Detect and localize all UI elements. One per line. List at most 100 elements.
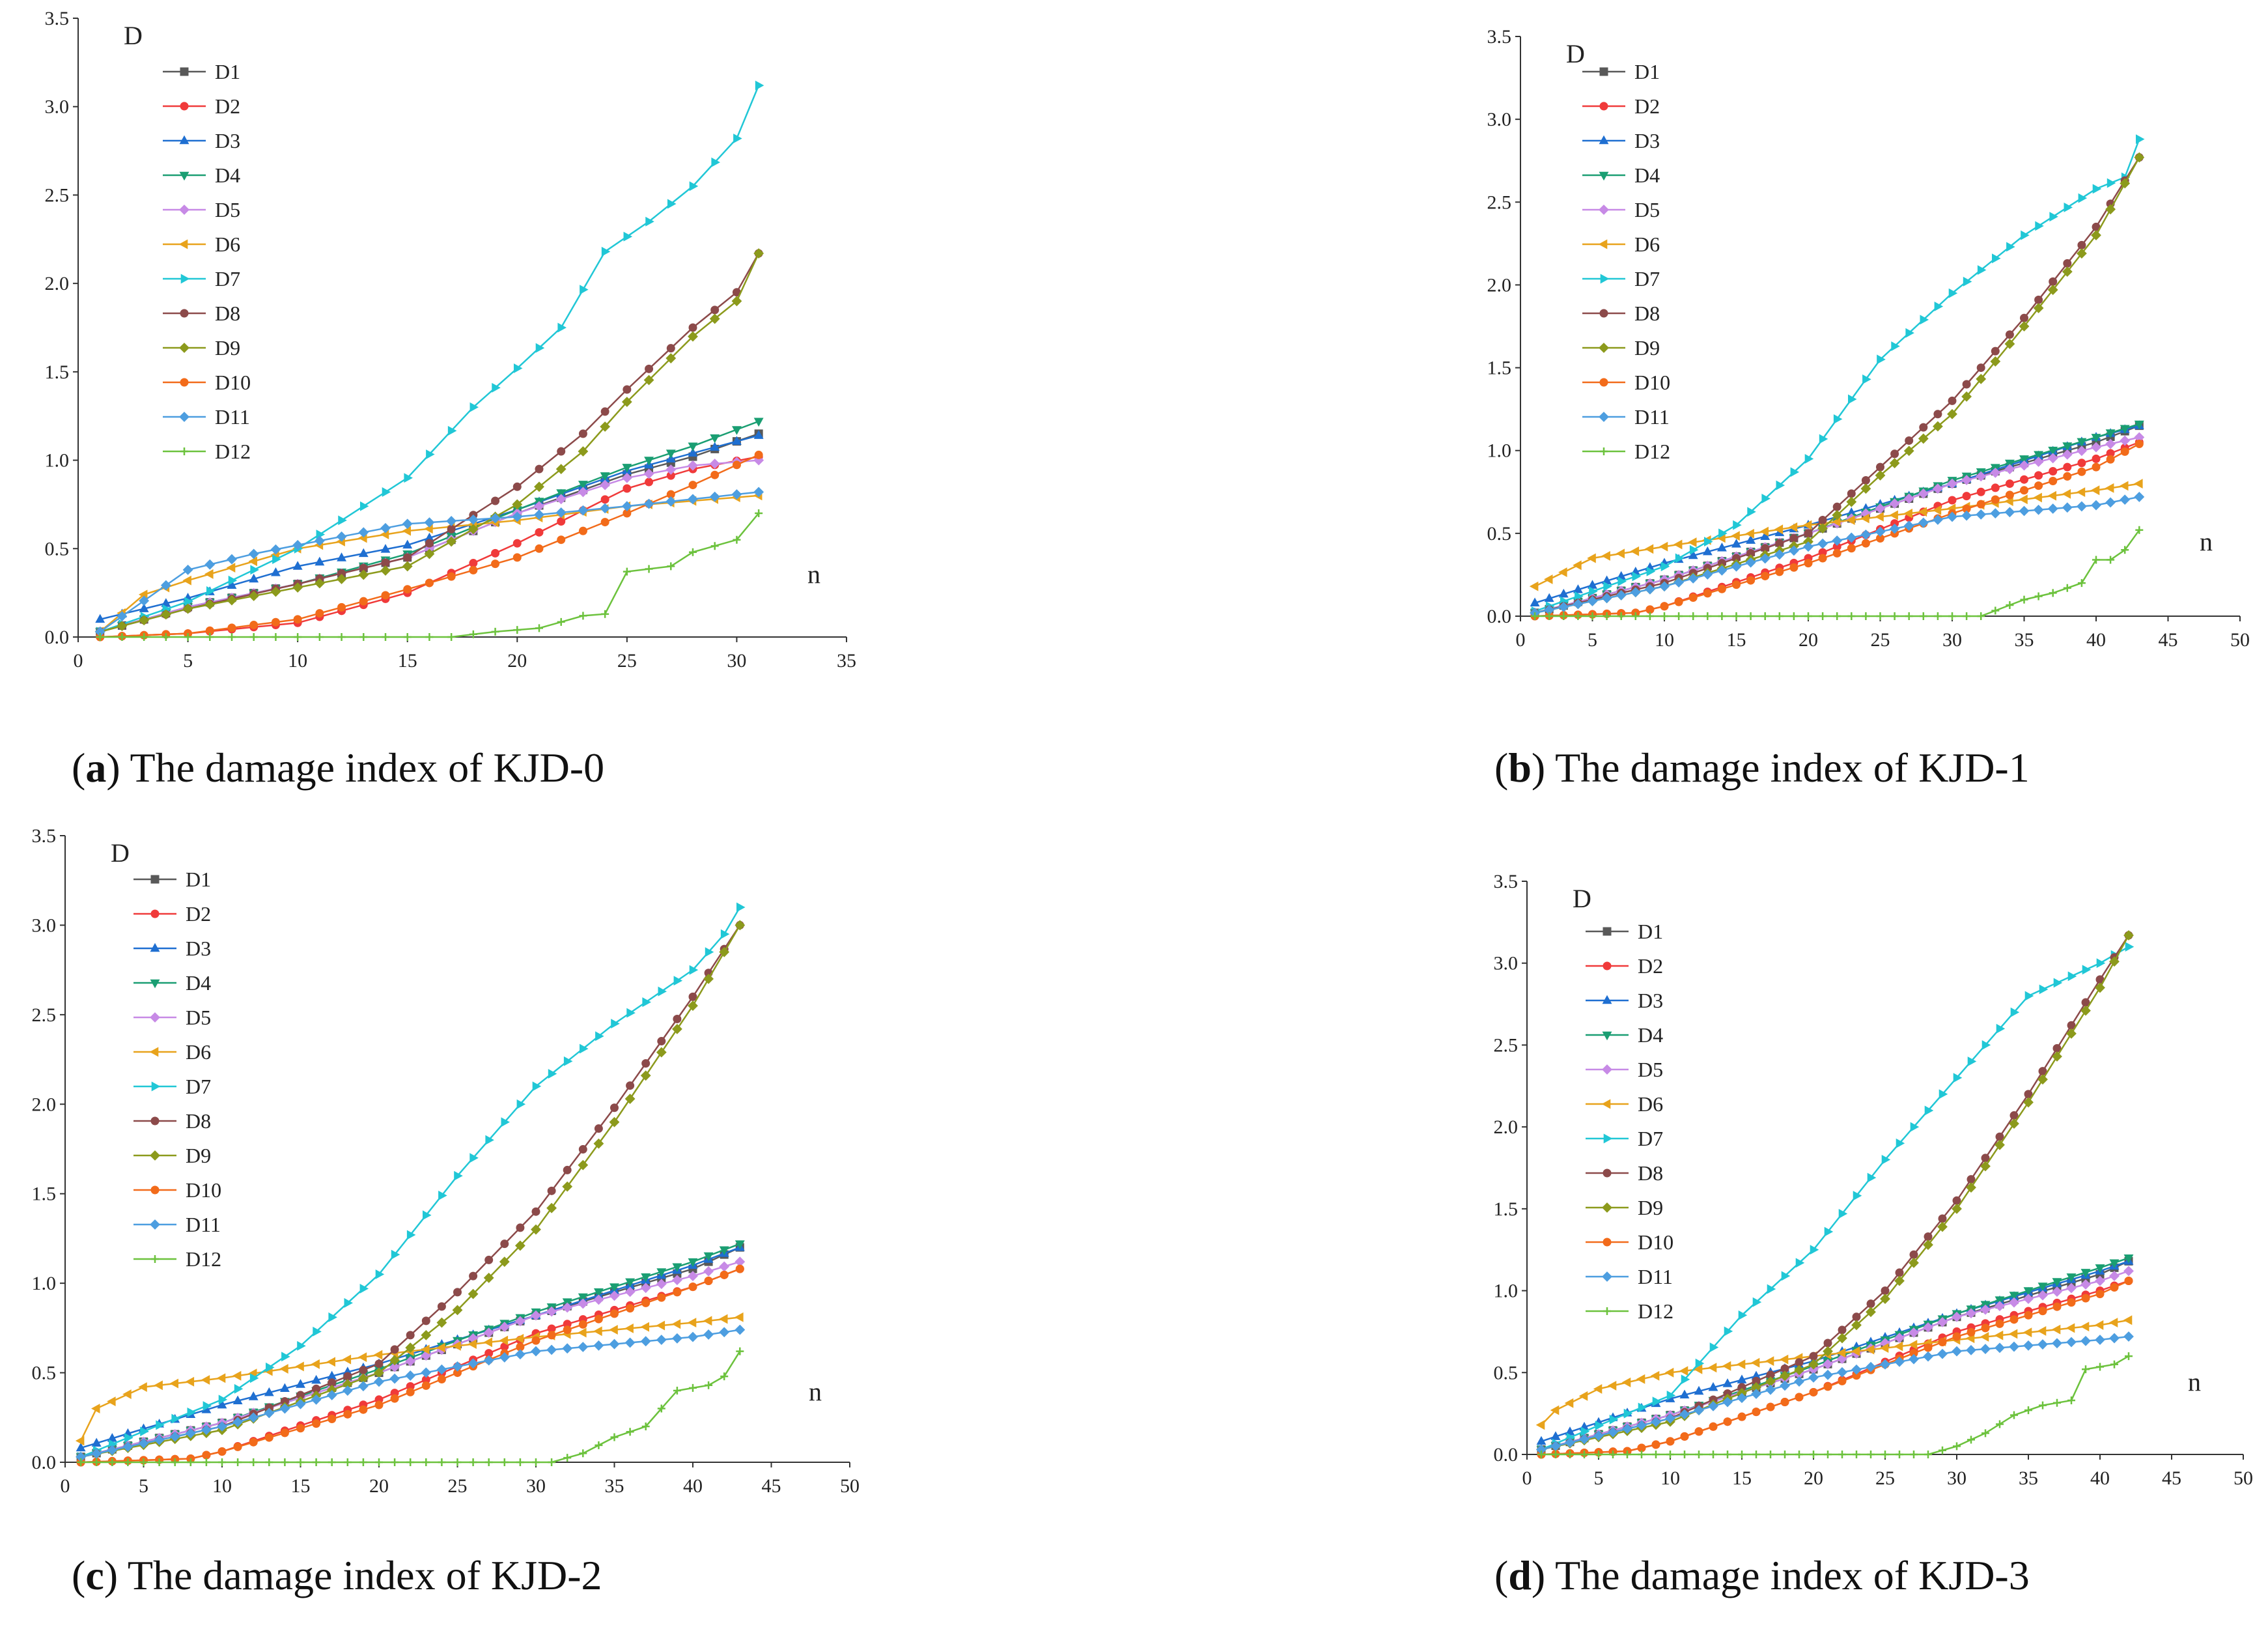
data-point	[202, 1451, 211, 1460]
data-point	[656, 1279, 667, 1290]
data-point	[1861, 539, 1870, 548]
data-point	[204, 559, 216, 570]
data-point	[2105, 204, 2116, 215]
data-point	[2010, 1007, 2020, 1017]
data-point	[2019, 460, 2030, 471]
legend-swatch-marker	[180, 309, 189, 318]
data-point	[1908, 1340, 1918, 1350]
data-point	[1966, 1308, 1976, 1319]
data-point	[688, 1271, 698, 1282]
data-point	[1645, 612, 1654, 620]
data-point	[563, 1165, 572, 1174]
x-tick-label: 15	[1727, 629, 1746, 651]
data-point	[688, 442, 698, 452]
data-point	[1939, 1446, 1946, 1454]
data-point	[2125, 1352, 2133, 1361]
series-line	[100, 253, 760, 633]
data-point	[2033, 457, 2044, 467]
x-axis-label: n	[2188, 1367, 2201, 1396]
data-point	[1832, 535, 1843, 546]
legend-swatch-marker	[150, 909, 160, 918]
data-point	[187, 1407, 197, 1417]
data-point	[1966, 1182, 1976, 1193]
data-point	[2119, 481, 2129, 491]
data-point	[1603, 581, 1612, 591]
data-point	[1961, 391, 1972, 402]
legend-item: D8	[133, 1109, 211, 1133]
data-point	[580, 285, 589, 295]
data-point	[1716, 542, 1727, 552]
data-point	[1767, 1451, 1774, 1458]
data-point	[1679, 1366, 1688, 1376]
data-point	[1681, 1451, 1688, 1458]
y-tick-label: 1.0	[1494, 1281, 1519, 1302]
x-tick-label: 20	[369, 1475, 389, 1497]
data-point	[1996, 1420, 2004, 1428]
data-point	[1851, 1320, 1862, 1331]
data-point	[249, 573, 259, 583]
data-point	[1660, 561, 1670, 572]
legend-item: D12	[133, 1247, 221, 1271]
data-point	[1694, 1385, 1704, 1395]
data-point	[272, 633, 280, 641]
x-tick-label: 15	[291, 1475, 311, 1497]
data-point	[2066, 1282, 2077, 1294]
data-point	[391, 1458, 399, 1466]
data-point	[563, 1454, 572, 1462]
data-point	[468, 514, 479, 525]
data-point	[1905, 436, 1914, 445]
legend-swatch-marker	[179, 343, 189, 353]
y-axis-label: D	[1573, 884, 1591, 913]
legend-swatch-marker	[1599, 309, 1608, 318]
data-point	[555, 494, 567, 505]
data-point	[578, 1320, 587, 1329]
data-point	[643, 375, 654, 386]
data-point	[1601, 593, 1612, 604]
data-point	[484, 1255, 494, 1264]
data-point	[594, 1124, 603, 1133]
data-point	[1607, 1380, 1617, 1391]
data-point	[601, 610, 609, 618]
data-point	[1903, 446, 1914, 457]
data-point	[2125, 942, 2135, 952]
data-point	[548, 1458, 556, 1466]
data-point	[484, 1458, 493, 1466]
data-point	[609, 1339, 620, 1350]
data-point	[1695, 1358, 1705, 1368]
legend-label: D3	[1638, 989, 1663, 1012]
data-point	[1732, 612, 1741, 620]
legend-item: D9	[1582, 336, 1660, 360]
data-point	[1644, 584, 1655, 595]
data-point	[2034, 471, 2043, 480]
data-point	[1995, 1301, 2005, 1312]
series-d12	[1531, 526, 2144, 620]
data-point	[1920, 315, 1929, 325]
data-point	[1848, 394, 1857, 404]
data-point	[1761, 612, 1769, 620]
data-point	[1789, 612, 1798, 620]
data-point	[688, 481, 697, 490]
data-point	[204, 599, 216, 610]
data-point	[160, 580, 171, 591]
series-d11	[1536, 1331, 2134, 1455]
data-point	[720, 1270, 729, 1279]
data-point	[1708, 1381, 1718, 1391]
data-point	[468, 1339, 477, 1350]
legend-label: D11	[186, 1213, 221, 1236]
data-point	[535, 544, 544, 553]
data-point	[281, 1458, 289, 1466]
x-tick-label: 0	[61, 1475, 70, 1497]
data-point	[1818, 554, 1827, 563]
data-point	[382, 487, 391, 497]
data-point	[1738, 1310, 1748, 1320]
data-point	[600, 407, 609, 416]
data-point	[1679, 1409, 1690, 1420]
legend-label: D3	[186, 937, 211, 960]
legend: D1 D2 D3 D4 D5 D6 D7 D8 D9 D10 D11 D12	[1586, 920, 1673, 1323]
data-point	[609, 1325, 618, 1335]
data-point	[1833, 414, 1843, 424]
data-point	[154, 1380, 163, 1391]
data-point	[1636, 1374, 1645, 1384]
data-point	[1573, 584, 1583, 593]
x-axis-label: n	[807, 560, 820, 589]
